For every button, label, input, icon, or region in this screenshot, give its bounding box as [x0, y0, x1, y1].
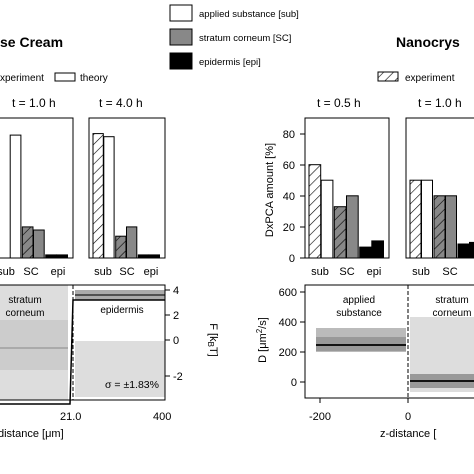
bar-bar-right-0.5h-epi-theory — [371, 240, 384, 259]
profile-left-sc-inner — [0, 320, 68, 370]
bar-bar-left-1h-epi-theory — [56, 254, 68, 259]
bar-bar-right-0.5h-sc-experiment-hatch — [334, 206, 346, 258]
left-panel-title: se Cream — [0, 34, 63, 50]
profile-right-frame — [304, 284, 474, 399]
profile-left-sc-curve — [0, 299, 165, 405]
bar-bar-left-1h-sc-theory — [33, 229, 45, 259]
profile-right-ytick-200: 200 — [279, 347, 297, 359]
profile-right-region-sub-2: substance — [336, 308, 382, 319]
bar-bar-left-4h-sc-theory — [126, 226, 138, 259]
profile-left-region-sc-2: corneum — [6, 308, 45, 319]
profile-left-ytick-m2: -2 — [173, 371, 183, 383]
bar-left-4h-bars — [92, 133, 160, 259]
bar-bar-right-1h-epi-experiment-hatch — [458, 244, 469, 258]
legend-label-sc: stratum corneum [SC] — [199, 33, 291, 44]
bar-category-labels: sub SC epi sub SC epi sub SC epi sub SC — [0, 266, 458, 278]
bar-bar-right-1h-sc-theory — [445, 195, 457, 259]
cat-right-05h-sub: sub — [311, 266, 329, 278]
legend-swatch-sub — [169, 4, 193, 22]
profile-right-xtick-m200: -200 — [309, 411, 331, 423]
profile-left-annotation: σ = ±1.83% — [105, 379, 159, 391]
bar-bar-right-0.5h-sc-theory — [346, 195, 359, 259]
bar-bar-left-4h-sc-experiment-hatch — [115, 236, 126, 258]
left-legend-theory: theory — [80, 73, 108, 84]
bar-right-ytick-40: 40 — [283, 191, 295, 203]
profile-right-region-sc-1: stratum — [435, 295, 468, 306]
profile-left-epi-lower — [75, 341, 165, 397]
bar-bar-left-4h-sub-theory — [103, 136, 115, 259]
bar-bar-right-0.5h-epi-experiment-hatch — [359, 247, 372, 258]
profile-left-ytick-2: 2 — [173, 310, 179, 322]
bar-bar-right-1h-sub-experiment — [409, 179, 422, 259]
profile-right-region-sub-1: applied — [343, 295, 375, 306]
bar-right-ytick-80: 80 — [283, 129, 295, 141]
bar-right-yticks: 0 20 40 60 80 — [283, 129, 305, 265]
cat-left-4h-sub: sub — [94, 266, 112, 278]
legend: applied substance [sub] stratum corneum … — [169, 4, 299, 70]
profile-left-frame — [0, 284, 166, 401]
cat-left-1h-sc: SC — [23, 266, 38, 278]
profile-right-xlabel: z-distance [ — [380, 428, 436, 440]
profile-right-xtick-0: 0 — [405, 411, 411, 423]
bar-right-05h-bars — [308, 164, 384, 259]
cat-right-1h-sub: sub — [412, 266, 430, 278]
profile-left-xtick-21: 21.0 — [60, 411, 81, 423]
profile-right-sub-inner-band — [316, 337, 406, 351]
bar-right-ytick-20: 20 — [283, 222, 295, 234]
cat-left-1h-sub: sub — [0, 266, 15, 278]
bar-right-05h-title: t = 0.5 h — [317, 96, 361, 110]
bar-bar-right-1h-sc-experiment-hatch — [434, 195, 445, 258]
bar-right-ylabel: DxPCA amount [%] — [264, 143, 276, 237]
profile-right-region-sc-2: corneum — [433, 308, 472, 319]
right-panel-title: Nanocrys — [396, 34, 460, 50]
profile-left-ytick-4: 4 — [173, 285, 179, 297]
bar-bar-right-0.5h-sub-experiment — [308, 164, 322, 259]
bar-bar-left-1h-epi-experiment-hatch — [45, 254, 57, 258]
left-legend-experiment: xperiment — [0, 73, 44, 84]
cat-left-1h-epi: epi — [51, 266, 66, 278]
profile-right-ytick-400: 400 — [279, 317, 297, 329]
bar-bar-left-1h-sub-theory — [9, 134, 22, 259]
bar-right-ytick-0: 0 — [289, 253, 295, 265]
bar-bar-left-1h-sc-experiment-hatch — [22, 226, 33, 258]
cat-left-4h-sc: SC — [119, 266, 134, 278]
right-legend-experiment: experiment — [405, 73, 455, 84]
cat-right-05h-sc: SC — [339, 266, 354, 278]
profile-left-ylabel-right: F [kBT] — [206, 323, 219, 356]
profile-left-panel: stratum corneum epidermis σ = ±1.83% 4 2… — [0, 284, 219, 440]
bar-right-ytick-60: 60 — [283, 160, 295, 172]
legend-label-epi: epidermis [epi] — [199, 57, 261, 68]
cat-right-05h-epi: epi — [367, 266, 382, 278]
bar-bar-right-1h-sub-theory — [421, 179, 433, 259]
profile-right-ytick-0: 0 — [291, 377, 297, 389]
profile-left-ytick-0: 0 — [173, 335, 179, 347]
legend-label-sub: applied substance [sub] — [199, 9, 299, 20]
profile-right-ytick-600: 600 — [279, 287, 297, 299]
legend-swatch-epi — [169, 52, 193, 70]
profile-left-region-epi: epidermis — [100, 305, 143, 316]
bar-left-4h-title: t = 4.0 h — [99, 96, 143, 110]
cat-left-4h-epi: epi — [144, 266, 159, 278]
bar-bar-left-4h-sub-experiment — [92, 133, 104, 259]
right-legend-experiment-swatch — [377, 71, 399, 82]
bar-left-1h-bars — [9, 134, 68, 259]
bar-right-1h-title: t = 1.0 h — [418, 96, 462, 110]
left-legend-theory-swatch — [54, 72, 76, 82]
bar-bar-right-0.5h-sub-theory — [320, 179, 334, 259]
bar-right-1h-bars — [409, 179, 474, 259]
left-sublegend: xperiment theory — [0, 72, 108, 84]
profile-right-panel: applied substance stratum corneum 600 40… — [255, 284, 474, 440]
profile-left-xtick-400: 400 — [153, 411, 171, 423]
bar-left-1h-title: t = 1.0 h — [12, 96, 56, 110]
legend-swatch-sc — [169, 28, 193, 46]
bar-bar-left-4h-epi-theory — [148, 254, 160, 259]
bar-bar-right-1h-epi-theory — [469, 241, 474, 259]
bar-bar-left-4h-epi-experiment-hatch — [138, 254, 149, 258]
profile-right-ylabel: D [μm2/s] — [255, 317, 269, 363]
profile-left-xlabel: distance [μm] — [0, 428, 64, 440]
cat-right-1h-sc: SC — [442, 266, 457, 278]
profile-left-region-sc-1: stratum — [8, 295, 41, 306]
right-sublegend: experiment — [377, 71, 455, 84]
